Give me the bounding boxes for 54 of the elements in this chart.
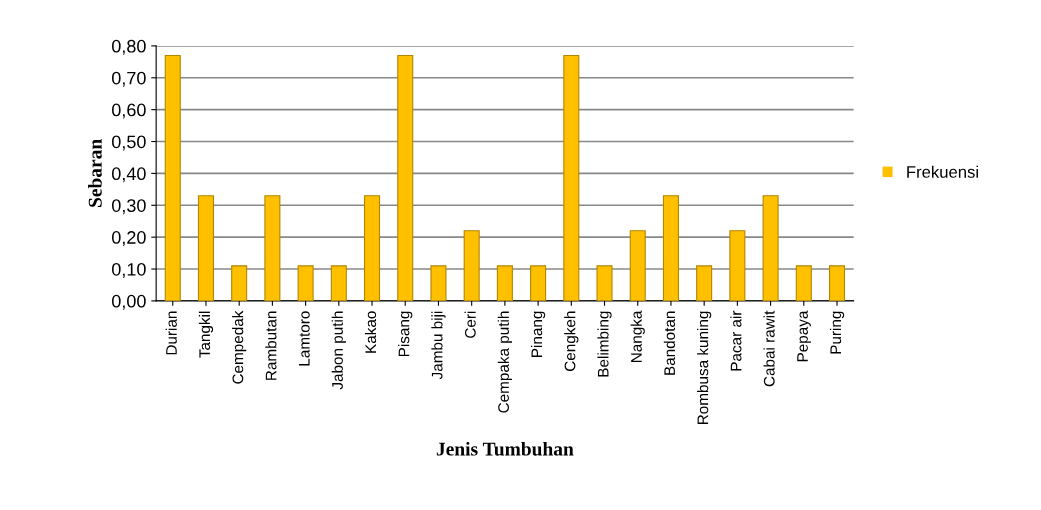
x-tick-label: Pepaya xyxy=(797,310,811,362)
y-tick-label: 0,20 xyxy=(112,231,146,246)
bar xyxy=(696,265,713,301)
bar xyxy=(563,54,580,301)
y-tick-label: 0,40 xyxy=(112,167,146,183)
legend-label: Frekuensi xyxy=(907,165,978,178)
x-tick-label: Nangka xyxy=(630,310,645,363)
x-tick-label: Pisang xyxy=(398,311,413,357)
bar xyxy=(530,265,547,301)
x-tick-label: Jabon putih xyxy=(331,311,346,390)
bar xyxy=(629,230,646,301)
bar xyxy=(197,195,214,301)
bar xyxy=(430,265,447,301)
bar xyxy=(729,230,746,301)
y-tick-label: 0,60 xyxy=(112,103,146,119)
bar xyxy=(397,54,414,301)
x-tick-label: Pacar air xyxy=(730,310,742,371)
x-tick-label: Bandotan xyxy=(663,311,676,375)
x-tick-label: Cempedak xyxy=(232,310,247,384)
bar xyxy=(762,195,779,301)
x-tick-label: Durian xyxy=(165,311,177,355)
bar xyxy=(596,265,613,301)
bar xyxy=(330,265,347,301)
bar xyxy=(828,265,846,301)
x-tick-label: Ceri xyxy=(464,311,476,338)
y-tick-label: 0,00 xyxy=(112,294,146,310)
x-tick-label: Cempaka putih xyxy=(497,311,513,413)
x-tick-label: Pinang xyxy=(530,311,546,357)
bar xyxy=(264,195,281,301)
y-tick-label: 0,80 xyxy=(112,39,146,55)
y-tick-label: 0,70 xyxy=(112,71,146,87)
y-tick-label: 0,10 xyxy=(112,262,146,278)
x-tick-label: Cabai rawit xyxy=(763,310,775,387)
bar xyxy=(496,265,513,301)
bar xyxy=(297,265,314,301)
x-tick-label: Rombusa kuning xyxy=(697,311,712,425)
x-tick-label: Rambutan xyxy=(265,311,277,380)
x-axis-title: Jenis Tumbuhan xyxy=(436,441,574,456)
y-tick-label: 0,30 xyxy=(112,199,146,215)
bar xyxy=(463,230,480,301)
bar xyxy=(662,195,679,301)
x-tick-label: Jambu biji xyxy=(431,311,446,380)
x-tick-label: Puring xyxy=(829,311,845,354)
bar xyxy=(231,265,248,301)
y-tick-label: 0,50 xyxy=(112,135,146,151)
x-tick-label: Kakao xyxy=(364,311,377,353)
bar xyxy=(364,195,381,301)
x-tick-label: Cengkeh xyxy=(564,311,579,371)
y-axis-title: Sebaran xyxy=(88,139,102,207)
x-tick-label: Belimbing xyxy=(597,311,612,377)
bar xyxy=(164,54,181,301)
x-tick-label: Lamtoro xyxy=(299,311,310,366)
bar xyxy=(795,265,812,301)
x-tick-label: Tangkil xyxy=(198,311,214,358)
